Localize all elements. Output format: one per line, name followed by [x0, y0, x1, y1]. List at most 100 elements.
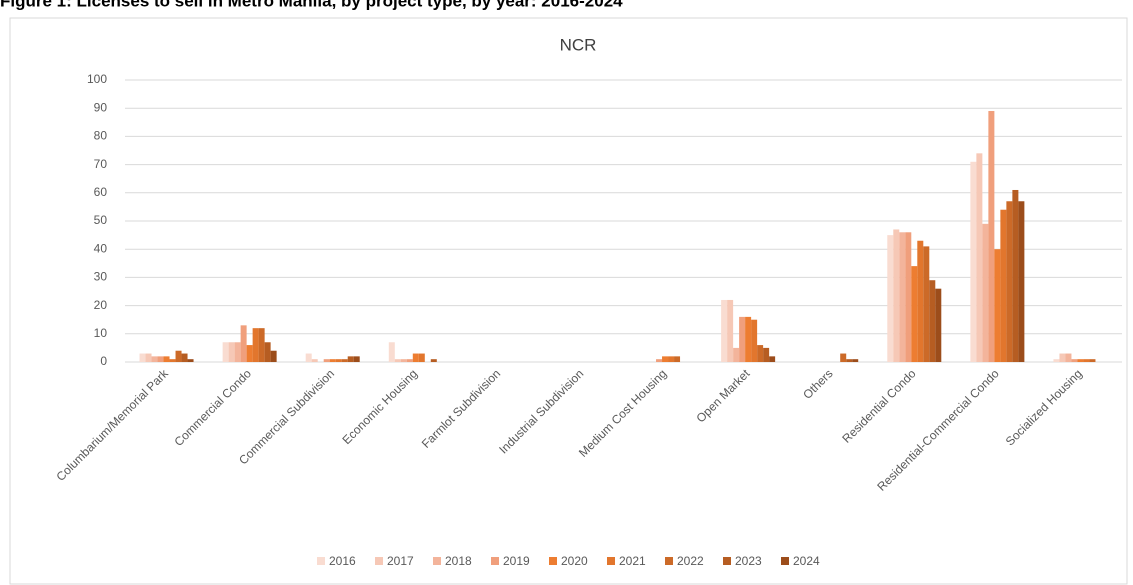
legend-swatch: [549, 557, 557, 565]
bar: [234, 342, 241, 362]
bar: [656, 359, 663, 362]
bar: [911, 266, 918, 362]
x-tick-label: Medium Cost Housing: [576, 366, 669, 459]
chart-border: [9, 17, 1128, 585]
bar: [769, 356, 776, 362]
bar: [145, 353, 152, 362]
bar: [406, 359, 413, 362]
legend-swatch: [491, 557, 499, 565]
x-tick-label: Commercial Subdivision: [236, 366, 337, 467]
bar: [1018, 201, 1025, 362]
bar: [1059, 353, 1066, 362]
bar: [1000, 209, 1007, 362]
bar: [151, 356, 158, 362]
bar: [994, 249, 1001, 362]
y-tick-label: 70: [94, 157, 108, 171]
bar: [674, 356, 681, 362]
bar: [157, 356, 164, 362]
x-tick-label: Socialized Housing: [1003, 366, 1085, 448]
bar: [418, 353, 425, 362]
bar: [353, 356, 360, 362]
bar: [323, 359, 330, 362]
bar: [169, 359, 176, 362]
bar: [222, 342, 229, 362]
legend-swatch: [607, 557, 615, 565]
y-tick-label: 90: [94, 100, 108, 114]
bar: [400, 359, 407, 362]
legend-label: 2021: [619, 554, 646, 568]
legend-swatch: [723, 557, 731, 565]
bar: [988, 111, 995, 363]
bar: [887, 235, 894, 362]
x-tick-label: Farmlot Subdivision: [419, 366, 503, 450]
bar: [246, 345, 253, 362]
bar: [917, 240, 924, 362]
chart-title: NCR: [560, 35, 597, 54]
legend-swatch: [375, 557, 383, 565]
legend-swatch: [781, 557, 789, 565]
y-tick-label: 30: [94, 270, 108, 284]
legend-swatch: [317, 557, 325, 565]
legend-label: 2022: [677, 554, 704, 568]
legend-label: 2023: [735, 554, 762, 568]
bar: [935, 288, 942, 362]
bar: [1012, 189, 1019, 362]
bar: [893, 229, 900, 362]
bar: [264, 342, 271, 362]
bar: [763, 347, 770, 362]
bar: [757, 345, 764, 362]
bar: [240, 325, 247, 362]
y-tick-label: 80: [94, 129, 108, 143]
bar: [388, 342, 395, 362]
legend-swatch: [665, 557, 673, 565]
bar: [721, 299, 728, 362]
bar: [846, 359, 853, 362]
x-tick-label: Columbarium/Memorial Park: [53, 366, 171, 484]
y-tick-label: 100: [87, 72, 107, 86]
bar: [1006, 201, 1013, 362]
bar: [270, 350, 277, 362]
bar: [745, 316, 752, 362]
bar: [1065, 353, 1072, 362]
legend-label: 2016: [329, 554, 356, 568]
x-tick-label: Open Market: [694, 366, 753, 425]
bar: [727, 299, 734, 362]
y-tick-label: 40: [94, 241, 108, 255]
x-tick-label: Others: [800, 366, 835, 401]
bar: [899, 232, 906, 362]
bar: [923, 246, 930, 362]
x-tick-label: Industrial Subdivision: [496, 366, 586, 456]
y-tick-label: 20: [94, 298, 108, 312]
bar: [412, 353, 419, 362]
x-tick-label: Economic Housing: [340, 366, 421, 447]
legend-label: 2019: [503, 554, 530, 568]
bar: [305, 353, 312, 362]
bar: [1077, 359, 1084, 362]
bar: [976, 153, 983, 362]
bar: [175, 350, 182, 362]
bar: [394, 359, 401, 362]
bar: [329, 359, 336, 362]
bar: [139, 353, 146, 362]
bar: [751, 319, 758, 362]
bar: [1071, 359, 1078, 362]
bar: [181, 353, 188, 362]
bar: [662, 356, 669, 362]
bar: [1083, 359, 1090, 362]
bar: [929, 280, 936, 362]
legend-label: 2017: [387, 554, 414, 568]
y-tick-label: 50: [94, 213, 108, 227]
bar: [1053, 359, 1060, 362]
x-tick-label: Commercial Condo: [171, 366, 254, 449]
bar: [187, 359, 194, 362]
bar: [840, 353, 847, 362]
bar: [982, 223, 989, 362]
legend-label: 2024: [793, 554, 820, 568]
bar: [852, 359, 859, 362]
figure-title: Figure 1: Licenses to sell in Metro Mani…: [0, 0, 623, 10]
y-tick-label: 10: [94, 326, 108, 340]
bar: [163, 356, 170, 362]
x-tick-label: Residential Condo: [839, 366, 918, 445]
bar: [347, 356, 354, 362]
bar: [335, 359, 342, 362]
